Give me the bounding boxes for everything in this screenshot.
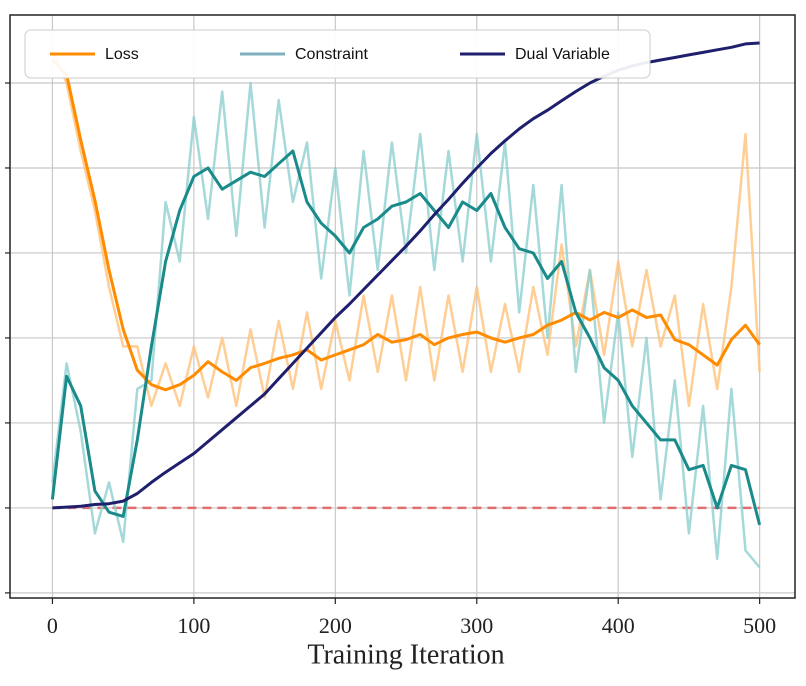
- x-tick-label: 400: [602, 613, 635, 638]
- ticks: 0 100 200 300 400 500: [5, 82, 776, 638]
- x-tick-label: 100: [177, 613, 210, 638]
- legend-label: Loss: [105, 46, 139, 63]
- plot-frame: [9, 14, 796, 599]
- raw-line: [51, 81, 761, 569]
- x-tick-label: 0: [47, 613, 58, 638]
- series-line: [51, 58, 761, 392]
- legend-label: Constraint: [295, 46, 368, 63]
- x-tick-label: 200: [319, 613, 352, 638]
- raw-line: [51, 48, 761, 408]
- x-axis-label: Training Iteration: [307, 639, 504, 670]
- series-line: [50, 149, 762, 526]
- x-tick-label: 500: [743, 613, 776, 638]
- legend: Loss Constraint Dual Variable: [24, 29, 651, 79]
- legend-box: [24, 29, 651, 79]
- legend-label: Dual Variable: [515, 46, 610, 63]
- x-tick-label: 300: [460, 613, 493, 638]
